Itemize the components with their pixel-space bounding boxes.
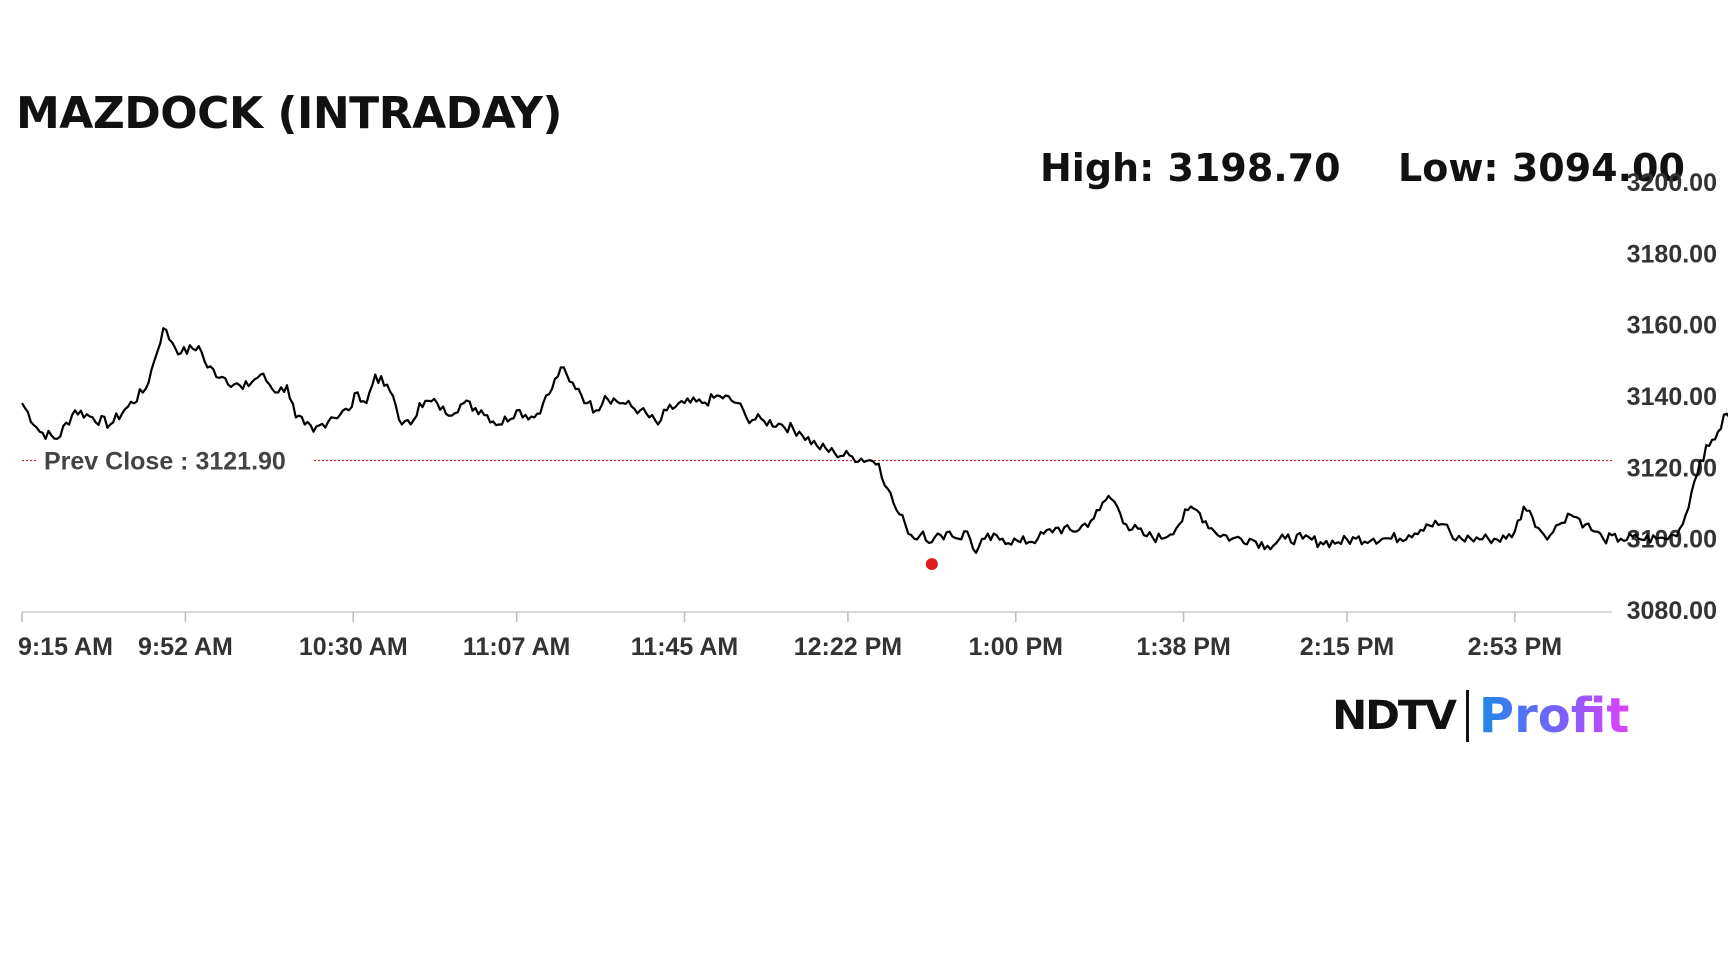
y-axis: 3080.003100.003120.003140.003160.003180.… bbox=[1627, 169, 1717, 625]
x-tick-label: 11:07 AM bbox=[463, 633, 570, 661]
y-tick-label: 3180.00 bbox=[1627, 240, 1717, 268]
prev-close-label-bg bbox=[36, 444, 312, 477]
x-axis: 9:15 AM 9:52 AM 10:30 AM 11:07 AM 11:45 AM 12… bbox=[18, 611, 1612, 661]
price-series bbox=[21, 327, 1728, 554]
high-price-stat: High: 3198.70 bbox=[1040, 146, 1341, 190]
x-tick-label: 12:22 PM bbox=[794, 633, 902, 661]
prev-close-label: Prev Close : 3121.90 bbox=[44, 448, 286, 476]
x-tick-label: 9:15 AM bbox=[18, 633, 113, 661]
y-tick-label: 3120.00 bbox=[1627, 454, 1717, 482]
chart-title: MAZDOCK (INTRADAY) bbox=[16, 88, 562, 139]
x-tick-label: 11:45 AM bbox=[631, 633, 738, 661]
y-tick-label: 3140.00 bbox=[1627, 383, 1717, 411]
x-tick-label: 2:53 PM bbox=[1468, 633, 1562, 661]
logo-profit-text: Profit bbox=[1478, 688, 1630, 744]
y-tick-label: 3200.00 bbox=[1627, 169, 1717, 197]
x-tick-label: 2:15 PM bbox=[1300, 633, 1394, 661]
x-tick-label: 1:38 PM bbox=[1136, 633, 1230, 661]
ndtv-profit-logo: NDTV Profit bbox=[1332, 688, 1630, 744]
markers bbox=[925, 558, 938, 571]
y-tick-label: 3080.00 bbox=[1627, 597, 1717, 625]
y-tick-label: 3160.00 bbox=[1627, 312, 1717, 340]
x-tick-label: 1:00 PM bbox=[969, 633, 1063, 661]
price-line bbox=[21, 327, 1728, 554]
low-marker bbox=[925, 558, 938, 571]
x-tick-label: 9:52 AM bbox=[138, 633, 233, 661]
logo-divider bbox=[1465, 690, 1469, 742]
low-price-stat: Low: 3094.00 bbox=[1398, 146, 1685, 190]
prev-close-line-group: Prev Close : 3121.90 bbox=[22, 444, 1612, 477]
logo-ndtv-text: NDTV bbox=[1332, 693, 1457, 739]
x-tick-label: 10:30 AM bbox=[299, 633, 408, 661]
